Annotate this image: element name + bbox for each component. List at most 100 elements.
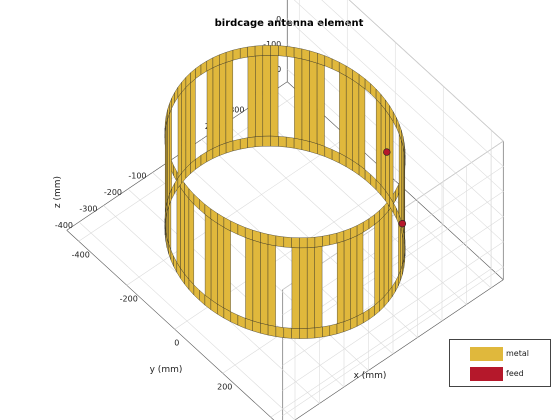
rung (181, 87, 187, 173)
rung (316, 62, 325, 147)
ring-top-segment (247, 45, 256, 58)
x-tick-labels: -400-2000200400 (72, 250, 233, 391)
ring-top-segment (322, 234, 330, 247)
ring-bottom-segment (309, 141, 318, 155)
rung (294, 57, 303, 140)
z-tick-label: -100 (263, 40, 281, 49)
rung (358, 84, 366, 170)
rung (166, 119, 168, 207)
ring-bottom-segment (364, 169, 371, 185)
grid-line (282, 241, 504, 391)
ring-top-segment (200, 60, 207, 75)
z-axis-label: z (mm) (53, 176, 63, 208)
y-tick-label: -400 (55, 221, 73, 230)
rung (260, 242, 269, 326)
ring-top-segment (171, 92, 175, 109)
rung (343, 238, 351, 322)
rung (380, 104, 386, 191)
ring-top-segment (195, 64, 202, 79)
ring-bottom-segment (368, 305, 375, 320)
ring-bottom-segment (291, 328, 300, 339)
rung (352, 79, 360, 166)
y-tick-label: -200 (104, 188, 122, 197)
ring-top-segment (286, 46, 295, 58)
rung (176, 181, 181, 269)
chart-title: birdcage antenna element (215, 18, 364, 29)
x-axis-label: x (mm) (354, 371, 387, 381)
rung (245, 237, 254, 322)
ring-top-segment (260, 232, 269, 245)
rung (309, 60, 318, 144)
ring-bottom-segment (240, 137, 248, 150)
ring-bottom-segment (278, 136, 287, 148)
rung (267, 244, 276, 327)
ring-top-segment (270, 45, 279, 56)
rung (291, 247, 300, 329)
rung (388, 206, 393, 292)
rung (398, 134, 402, 222)
ring-bottom-segment (283, 327, 292, 339)
rung (212, 64, 220, 149)
ring-top-segment (309, 50, 318, 64)
grid-line (78, 221, 296, 420)
rung (337, 240, 345, 324)
rung (255, 55, 263, 137)
ring-top-segment (291, 237, 300, 249)
rung (206, 67, 214, 152)
rung (185, 82, 191, 169)
legend-label-metal: metal (506, 349, 529, 358)
ring-top-segment (393, 111, 397, 128)
ring-top-segment (173, 165, 177, 182)
ring-bottom-segment (225, 140, 234, 154)
ring-top-segment (331, 58, 340, 73)
legend-label-feed: feed (506, 369, 524, 378)
rung (167, 113, 170, 201)
rung (247, 55, 256, 138)
legend-swatch-feed (470, 367, 503, 381)
ring-bottom-segment (195, 155, 202, 170)
ring-top-segment (254, 45, 263, 57)
ring-bottom-segment (170, 249, 174, 267)
ring-bottom-segment (293, 137, 303, 150)
ring-top-segment (370, 83, 377, 100)
rung (270, 55, 279, 137)
rung (177, 92, 182, 178)
rung (184, 193, 190, 280)
legend-item-metal: metal (470, 347, 550, 361)
ring-bottom-segment (275, 326, 284, 338)
ring-bottom-segment (324, 146, 333, 160)
y-tick-label: -300 (79, 205, 97, 214)
x-tick-label: -400 (72, 250, 90, 259)
ring-bottom-segment (329, 323, 338, 336)
ring-top-segment (230, 220, 239, 235)
ring-bottom-segment (286, 136, 295, 149)
birdcage-structure (164, 45, 407, 339)
legend-item-feed: feed (470, 367, 550, 381)
ring-top-segment (299, 237, 308, 249)
ring-bottom-segment (200, 151, 207, 166)
rung (188, 198, 194, 285)
rung (389, 115, 394, 203)
rung (169, 108, 172, 195)
x-tick-label: -200 (120, 294, 138, 303)
rung (262, 55, 271, 137)
grid-line (321, 0, 504, 167)
ring-top-segment (193, 194, 200, 210)
ring-top-segment (363, 218, 370, 233)
rung (225, 60, 233, 144)
ring-bottom-segment (237, 314, 246, 329)
ring-top-segment (364, 78, 371, 95)
ring-top-segment (368, 214, 375, 229)
ring-top-segment (283, 236, 292, 248)
ring-top-segment (267, 234, 277, 247)
grid-lines (78, 0, 504, 420)
ring-bottom-segment (363, 309, 370, 324)
ring-bottom-segment (395, 275, 399, 292)
feed-point (383, 148, 391, 156)
rung (374, 220, 380, 306)
ring-top-segment (275, 235, 284, 248)
ring-bottom-segment (391, 281, 396, 297)
ring-bottom-segment (370, 174, 377, 190)
ring-bottom-segment (193, 284, 200, 301)
grid-line (127, 188, 345, 388)
